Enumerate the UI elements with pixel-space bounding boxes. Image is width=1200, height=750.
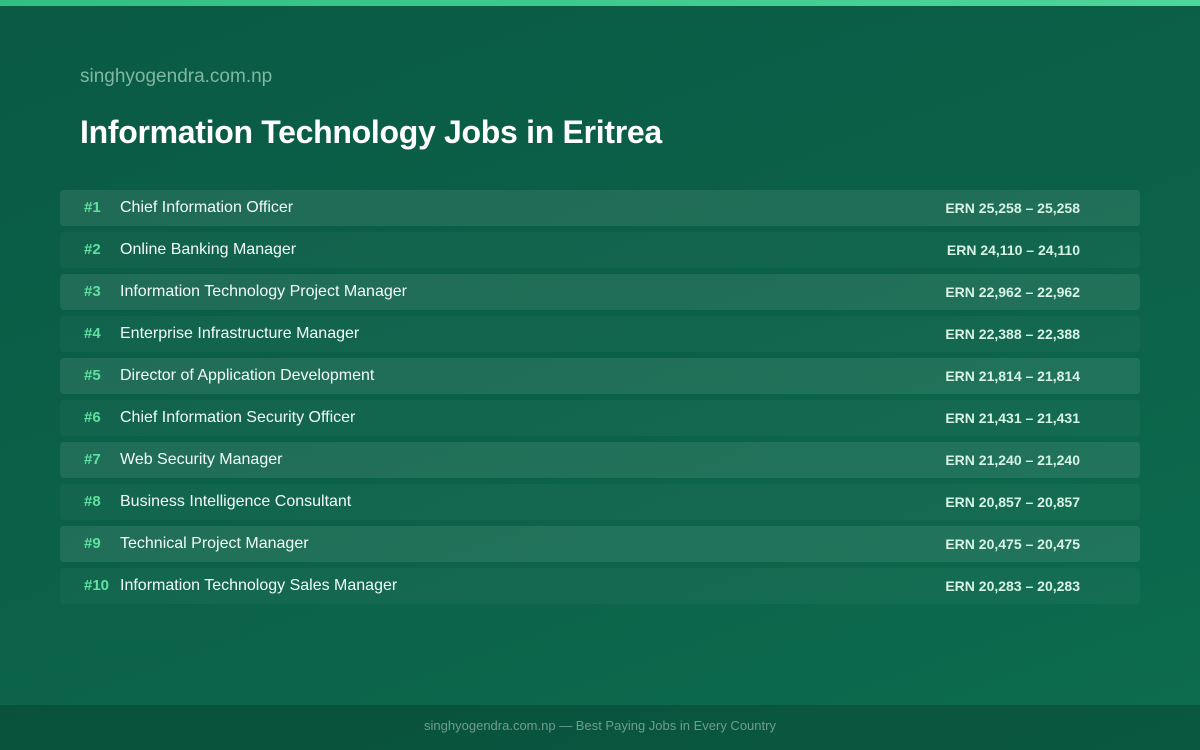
salary-range: ERN 20,283 – 20,283 xyxy=(945,578,1080,594)
salary-range: ERN 20,475 – 20,475 xyxy=(945,536,1080,552)
job-title: Information Technology Project Manager xyxy=(120,283,407,300)
job-title: Online Banking Manager xyxy=(120,241,297,258)
site-name: singhyogendra.com.np xyxy=(80,66,273,87)
top-bar xyxy=(0,0,1200,6)
footer: singhyogendra.com.np — Best Paying Jobs … xyxy=(0,705,1200,750)
footer-text: singhyogendra.com.np — Best Paying Jobs … xyxy=(424,718,776,733)
job-title: Web Security Manager xyxy=(120,451,283,468)
job-row: #2 Online Banking Manager ERN 24,110 – 24,… xyxy=(60,232,1140,268)
job-row: #5 Director of Application Development ERN… xyxy=(60,358,1140,394)
job-row: #9 Technical Project Manager ERN 20,475 – … xyxy=(60,526,1140,562)
job-title: Technical Project Manager xyxy=(120,535,309,552)
rank: #2 xyxy=(84,241,101,258)
rank: #5 xyxy=(84,367,101,384)
rank: #1 xyxy=(84,199,101,216)
job-title: Chief Information Security Officer xyxy=(120,409,356,426)
job-title: Information Technology Sales Manager xyxy=(120,577,398,594)
salary-range: ERN 21,240 – 21,240 xyxy=(945,452,1080,468)
job-list: #1 Chief Information Officer ERN 25,258 – … xyxy=(60,190,1140,610)
rank: #3 xyxy=(84,283,101,300)
rank: #6 xyxy=(84,409,101,426)
salary-range: ERN 21,431 – 21,431 xyxy=(945,410,1080,426)
rank: #4 xyxy=(84,325,101,342)
job-row: #6 Chief Information Security Officer ERN … xyxy=(60,400,1140,436)
job-row: #1 Chief Information Officer ERN 25,258 – … xyxy=(60,190,1140,226)
salary-range: ERN 25,258 – 25,258 xyxy=(945,200,1080,216)
job-title: Business Intelligence Consultant xyxy=(120,493,352,510)
job-row: #8 Business Intelligence Consultant ERN 20… xyxy=(60,484,1140,520)
salary-range: ERN 22,388 – 22,388 xyxy=(945,326,1080,342)
job-title: Enterprise Infrastructure Manager xyxy=(120,325,360,342)
rank: #10 xyxy=(84,577,110,594)
salary-range: ERN 24,110 – 24,110 xyxy=(946,242,1080,258)
rank: #8 xyxy=(84,493,101,510)
rank: #9 xyxy=(84,535,101,552)
salary-range: ERN 20,857 – 20,857 xyxy=(945,494,1080,510)
job-row: #7 Web Security Manager ERN 21,240 – 21,24… xyxy=(60,442,1140,478)
job-title: Director of Application Development xyxy=(120,367,375,384)
page-title: Information Technology Jobs in Eritrea xyxy=(80,114,662,150)
rank: #7 xyxy=(84,451,101,468)
job-row: #3 Information Technology Project Manager… xyxy=(60,274,1140,310)
salary-range: ERN 22,962 – 22,962 xyxy=(945,284,1080,300)
job-row: #10 Information Technology Sales Manager E… xyxy=(60,568,1140,604)
job-title: Chief Information Officer xyxy=(120,199,294,216)
salary-range: ERN 21,814 – 21,814 xyxy=(945,368,1080,384)
job-row: #4 Enterprise Infrastructure Manager ERN 2… xyxy=(60,316,1140,352)
